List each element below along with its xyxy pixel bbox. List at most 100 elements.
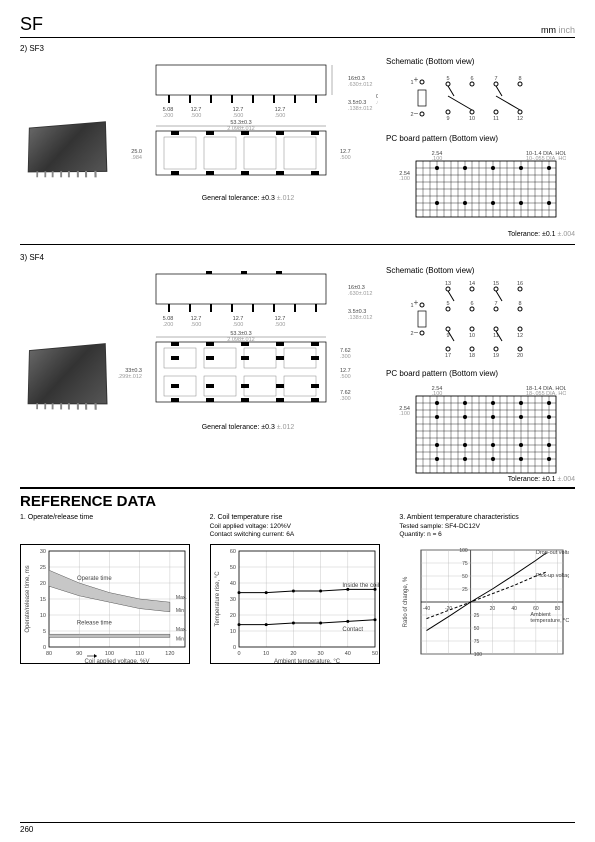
- svg-text:Inside the coil: Inside the coil: [342, 583, 379, 589]
- sf4-title: 3) SF4: [20, 253, 575, 262]
- chart3-col: 3. Ambient temperature characteristics T…: [399, 514, 575, 664]
- svg-text:6: 6: [470, 301, 473, 307]
- chart3-sub: Tested sample: SF4-DC12VQuantity: n = 6: [399, 523, 575, 540]
- sf3-tolerance: General tolerance: ±0.3 ±.012: [118, 195, 378, 202]
- unit-label: mm inch: [541, 25, 575, 35]
- sf4-photo-col: [20, 266, 110, 483]
- svg-text:15: 15: [493, 281, 499, 287]
- sf3-schematic: +−1259610711812: [386, 70, 566, 126]
- svg-text:10: 10: [230, 629, 236, 635]
- sf3-pcb-pattern: 2.54.1002.54.10010-1.4 DIA. HOLES10-.055…: [386, 147, 566, 229]
- svg-text:7: 7: [494, 301, 497, 307]
- chart2-col: 2. Coil temperature rise Coil applied vo…: [210, 514, 386, 664]
- svg-text:10: 10: [263, 651, 269, 657]
- chart3-title: 3. Ambient temperature characteristics: [399, 514, 575, 521]
- svg-text:18: 18: [469, 353, 475, 359]
- svg-text:.500: .500: [340, 155, 351, 161]
- sf3-schematic-title: Schematic (Bottom view): [386, 57, 575, 66]
- svg-text:40: 40: [344, 651, 350, 657]
- svg-text:12: 12: [517, 116, 523, 122]
- chart3: -40-2020406080255075100255075100Drop-out…: [399, 544, 569, 664]
- svg-text:.500: .500: [233, 113, 244, 119]
- svg-text:2: 2: [410, 331, 413, 337]
- svg-text:.138±.012: .138±.012: [348, 315, 372, 321]
- svg-text:10: 10: [469, 333, 475, 339]
- sf4-bottom-drawing: 53.3±0.32.098±.01233±0.31.299±.0127.62.3…: [118, 328, 378, 422]
- svg-text:Coil applied voltage, %V: Coil applied voltage, %V: [84, 659, 149, 664]
- sf4-schematic: +−12131415165678910111217181920: [386, 279, 566, 361]
- svg-text:30: 30: [230, 597, 236, 603]
- svg-text:100: 100: [105, 651, 114, 657]
- svg-text:12: 12: [517, 333, 523, 339]
- svg-text:.500: .500: [233, 322, 244, 328]
- svg-text:10: 10: [40, 613, 46, 619]
- svg-text:Contact: Contact: [342, 627, 363, 633]
- svg-text:20: 20: [230, 613, 236, 619]
- svg-text:Ratio of change, %: Ratio of change, %: [403, 576, 409, 627]
- svg-text:-40: -40: [423, 606, 430, 612]
- sf4-photo: [28, 343, 108, 404]
- svg-text:Max.: Max.: [176, 627, 187, 633]
- svg-text:1: 1: [410, 303, 413, 309]
- svg-text:15: 15: [40, 597, 46, 603]
- svg-text:.500: .500: [275, 113, 286, 119]
- svg-text:40: 40: [230, 581, 236, 587]
- svg-text:.100: .100: [399, 411, 410, 417]
- svg-text:Operate/release time, ms: Operate/release time, ms: [25, 565, 31, 632]
- page-footer: 260: [20, 822, 575, 834]
- chart1-col: 1. Operate/release time 0510152025308090…: [20, 514, 196, 664]
- svg-text:.020: .020: [376, 100, 378, 106]
- svg-text:−: −: [414, 328, 419, 337]
- svg-text:20: 20: [517, 353, 523, 359]
- svg-text:100: 100: [460, 548, 469, 554]
- chart1-title: 1. Operate/release time: [20, 514, 196, 521]
- svg-text:Min.: Min.: [176, 608, 185, 614]
- svg-text:.300: .300: [340, 396, 351, 402]
- page-title: SF: [20, 14, 43, 35]
- svg-text:1.299±.012: 1.299±.012: [118, 374, 142, 380]
- svg-text:.630±.012: .630±.012: [348, 291, 372, 297]
- sf3-side-drawing: 16±0.3.630±.0123.5±0.3.138±.0120.5.0205.…: [118, 57, 378, 119]
- svg-text:20: 20: [290, 651, 296, 657]
- svg-text:.500: .500: [275, 322, 286, 328]
- sf4-pcb-tolerance: Tolerance: ±0.1 ±.004: [386, 476, 575, 483]
- sf3-title: 2) SF3: [20, 44, 575, 53]
- section-divider-1: [20, 244, 575, 245]
- svg-text:50: 50: [474, 626, 480, 632]
- svg-text:25: 25: [474, 613, 480, 619]
- svg-text:17: 17: [445, 353, 451, 359]
- sf3-drawing-col: 16±0.3.630±.0123.5±0.3.138±.0120.5.0205.…: [118, 57, 378, 238]
- svg-text:75: 75: [462, 561, 468, 567]
- svg-text:+: +: [414, 75, 419, 84]
- svg-text:11: 11: [493, 116, 499, 122]
- sf4-tolerance: General tolerance: ±0.3 ±.012: [118, 424, 378, 431]
- svg-text:.984: .984: [131, 155, 142, 161]
- svg-text:temperature, °C: temperature, °C: [531, 618, 570, 624]
- svg-text:Release time: Release time: [77, 620, 113, 626]
- sf4-pcb-pattern: 2.54.1002.54.10018-1.4 DIA. HOLES18-.055…: [386, 382, 566, 474]
- chart2-sub: Coil applied voltage: 120%VContact switc…: [210, 523, 386, 540]
- svg-text:.100: .100: [399, 176, 410, 182]
- svg-text:75: 75: [474, 639, 480, 645]
- sf4-schematic-title: Schematic (Bottom view): [386, 266, 575, 275]
- svg-text:19: 19: [493, 353, 499, 359]
- svg-text:120: 120: [165, 651, 174, 657]
- chart2: 010203040506001020304050Inside the coilC…: [210, 544, 380, 664]
- svg-text:.500: .500: [340, 374, 351, 380]
- svg-text:Drop-out voltage: Drop-out voltage: [536, 550, 569, 556]
- svg-text:9: 9: [446, 116, 449, 122]
- svg-text:10: 10: [469, 116, 475, 122]
- svg-text:100: 100: [474, 652, 483, 658]
- chart1-sub: [20, 523, 196, 540]
- svg-text:90: 90: [76, 651, 82, 657]
- svg-text:9: 9: [446, 333, 449, 339]
- svg-text:25: 25: [40, 565, 46, 571]
- svg-text:Min.: Min.: [176, 636, 185, 642]
- unit-mm: mm: [541, 25, 556, 35]
- svg-text:2.098±.012: 2.098±.012: [227, 126, 255, 132]
- svg-text:0: 0: [237, 651, 240, 657]
- svg-text:8: 8: [518, 301, 521, 307]
- svg-text:2.098±.012: 2.098±.012: [227, 337, 255, 343]
- svg-text:6: 6: [470, 76, 473, 82]
- svg-text:.500: .500: [191, 322, 202, 328]
